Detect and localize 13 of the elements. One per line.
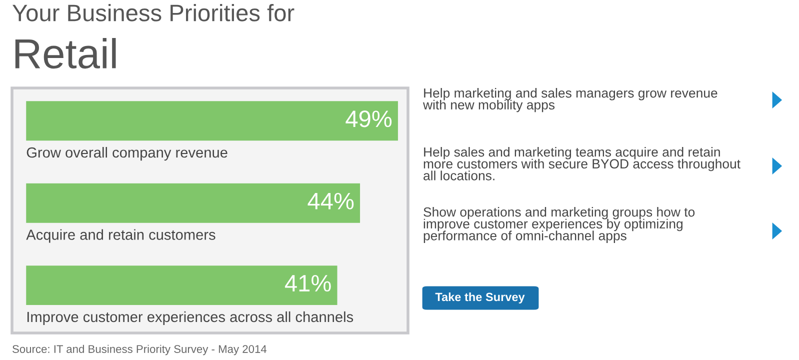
y-tick-label: Acquire and retain customers	[26, 229, 216, 243]
y-tick-label: Grow overall company revenue	[26, 146, 228, 161]
text: Take the Survey	[435, 292, 525, 304]
y-tick-label: Improve customer experiences across all channels	[27, 311, 354, 325]
text: Help sales and marketing teams acquire and retain more customers with secure BYOD access throughout all locations.	[424, 147, 740, 180]
data-label: 41%	[284, 275, 331, 292]
text: Help marketing and sales managers grow revenue with new mobility apps	[422, 88, 718, 112]
text: Show operations and marketing groups how to improve customer experiences by optimizing performance of omni-channel apps	[424, 207, 695, 243]
chart-title: Your Business Priorities for	[12, 4, 294, 22]
data-label: 44%	[308, 192, 354, 210]
data-label: 49%	[346, 110, 392, 128]
annotation: Source: IT and Business Priority Survey - May 2014	[12, 344, 267, 356]
chart-subtitle: Retail	[15, 38, 116, 69]
